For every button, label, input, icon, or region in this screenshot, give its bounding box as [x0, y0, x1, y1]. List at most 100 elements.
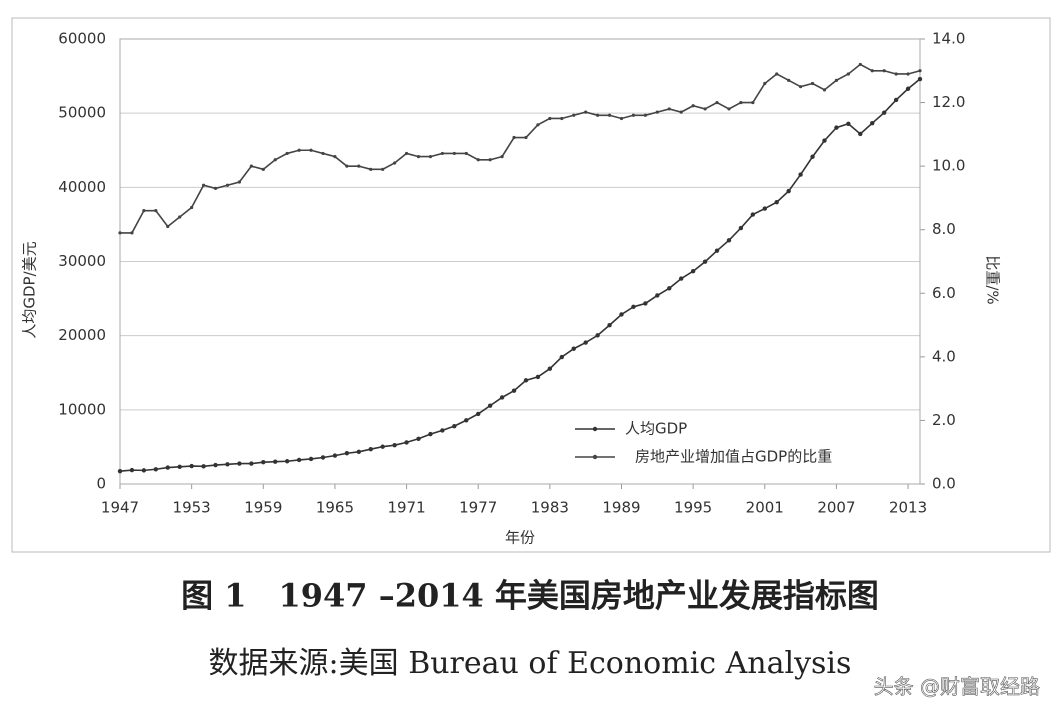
- point: [774, 199, 779, 205]
- point: [762, 206, 767, 211]
- point: [536, 123, 540, 127]
- point: [404, 151, 409, 156]
- point: [810, 81, 815, 86]
- point: [667, 286, 672, 291]
- x-tick-label: 1959: [244, 499, 282, 517]
- point: [201, 464, 206, 469]
- point: [512, 135, 516, 140]
- point: [631, 304, 636, 310]
- point: [190, 205, 194, 210]
- point: [643, 301, 648, 306]
- point: [213, 462, 218, 468]
- point: [297, 148, 301, 152]
- point: [607, 322, 612, 328]
- point: [584, 110, 588, 114]
- point: [727, 107, 731, 111]
- point: [690, 269, 696, 274]
- point: [918, 69, 922, 73]
- point: [428, 155, 433, 159]
- point: [643, 113, 647, 117]
- point: [846, 72, 850, 76]
- x-axis-label: 年份: [505, 529, 535, 547]
- point: [464, 418, 469, 423]
- point: [535, 374, 541, 380]
- point: [870, 69, 874, 73]
- point: [714, 248, 720, 253]
- point: [571, 346, 576, 351]
- x-tick-label: 1971: [387, 499, 425, 517]
- point: [249, 461, 254, 466]
- x-tick-label: 1947: [101, 499, 139, 517]
- x-tick-label: 2007: [817, 499, 855, 517]
- point: [894, 72, 898, 76]
- point: [524, 135, 528, 140]
- point: [691, 104, 695, 108]
- y-tick-label: 10000: [58, 400, 106, 418]
- source: 数据来源:美国 Bureau of Economic Analysis: [209, 646, 852, 681]
- point: [117, 468, 123, 474]
- point: [499, 395, 505, 400]
- point: [177, 464, 182, 470]
- y2-tick-label: 12.0: [932, 93, 965, 111]
- point: [786, 188, 791, 194]
- point: [154, 209, 158, 213]
- point: [559, 354, 564, 360]
- legend-label: 房地产业增加值占GDP的比重: [635, 448, 832, 466]
- point: [679, 110, 683, 114]
- point: [751, 100, 755, 105]
- point: [881, 110, 887, 115]
- point: [763, 81, 767, 86]
- point: [726, 238, 732, 243]
- point: [321, 151, 325, 156]
- point: [560, 116, 564, 121]
- point: [715, 100, 719, 105]
- point: [225, 462, 230, 467]
- point: [905, 86, 911, 91]
- y-axis-label: 人均GDP/美元: [21, 241, 39, 338]
- y2-tick-label: 2.0: [932, 411, 956, 429]
- point: [452, 151, 456, 156]
- y2-axis-label: 比重/%: [984, 255, 1002, 304]
- point: [702, 259, 708, 264]
- point: [667, 107, 671, 111]
- point: [488, 158, 492, 162]
- y2-tick-label: 6.0: [932, 284, 956, 302]
- point: [261, 167, 265, 171]
- point: [548, 116, 552, 121]
- y-tick-label: 50000: [58, 104, 106, 122]
- y2-tick-label: 14.0: [932, 30, 965, 48]
- point: [344, 451, 350, 456]
- point: [369, 167, 373, 171]
- point: [332, 453, 338, 458]
- point: [345, 164, 349, 168]
- point: [834, 125, 839, 130]
- series-line: [120, 63, 921, 234]
- point: [511, 388, 517, 393]
- y2-tick-label: 10.0: [932, 157, 965, 175]
- point: [583, 340, 588, 345]
- x-tick-label: 1995: [674, 499, 712, 517]
- y-tick-label: 30000: [58, 252, 106, 270]
- point: [822, 138, 827, 143]
- chart-border: [11, 17, 1051, 553]
- point: [320, 455, 326, 460]
- point: [523, 378, 529, 383]
- point: [595, 333, 600, 338]
- point: [142, 209, 146, 213]
- point: [476, 411, 481, 417]
- point: [596, 113, 600, 117]
- point: [333, 155, 337, 159]
- point: [357, 164, 361, 168]
- legend-label: 人均GDP: [625, 420, 687, 438]
- point: [189, 463, 194, 469]
- point: [739, 100, 743, 105]
- point: [273, 158, 277, 162]
- point: [380, 444, 385, 449]
- point: [356, 449, 362, 455]
- point: [870, 120, 875, 126]
- x-tick-label: 2013: [889, 499, 927, 517]
- point: [858, 131, 863, 137]
- point: [440, 151, 444, 156]
- caption: 图 1 1947 –2014 年美国房地产业发展指标图: [181, 577, 879, 615]
